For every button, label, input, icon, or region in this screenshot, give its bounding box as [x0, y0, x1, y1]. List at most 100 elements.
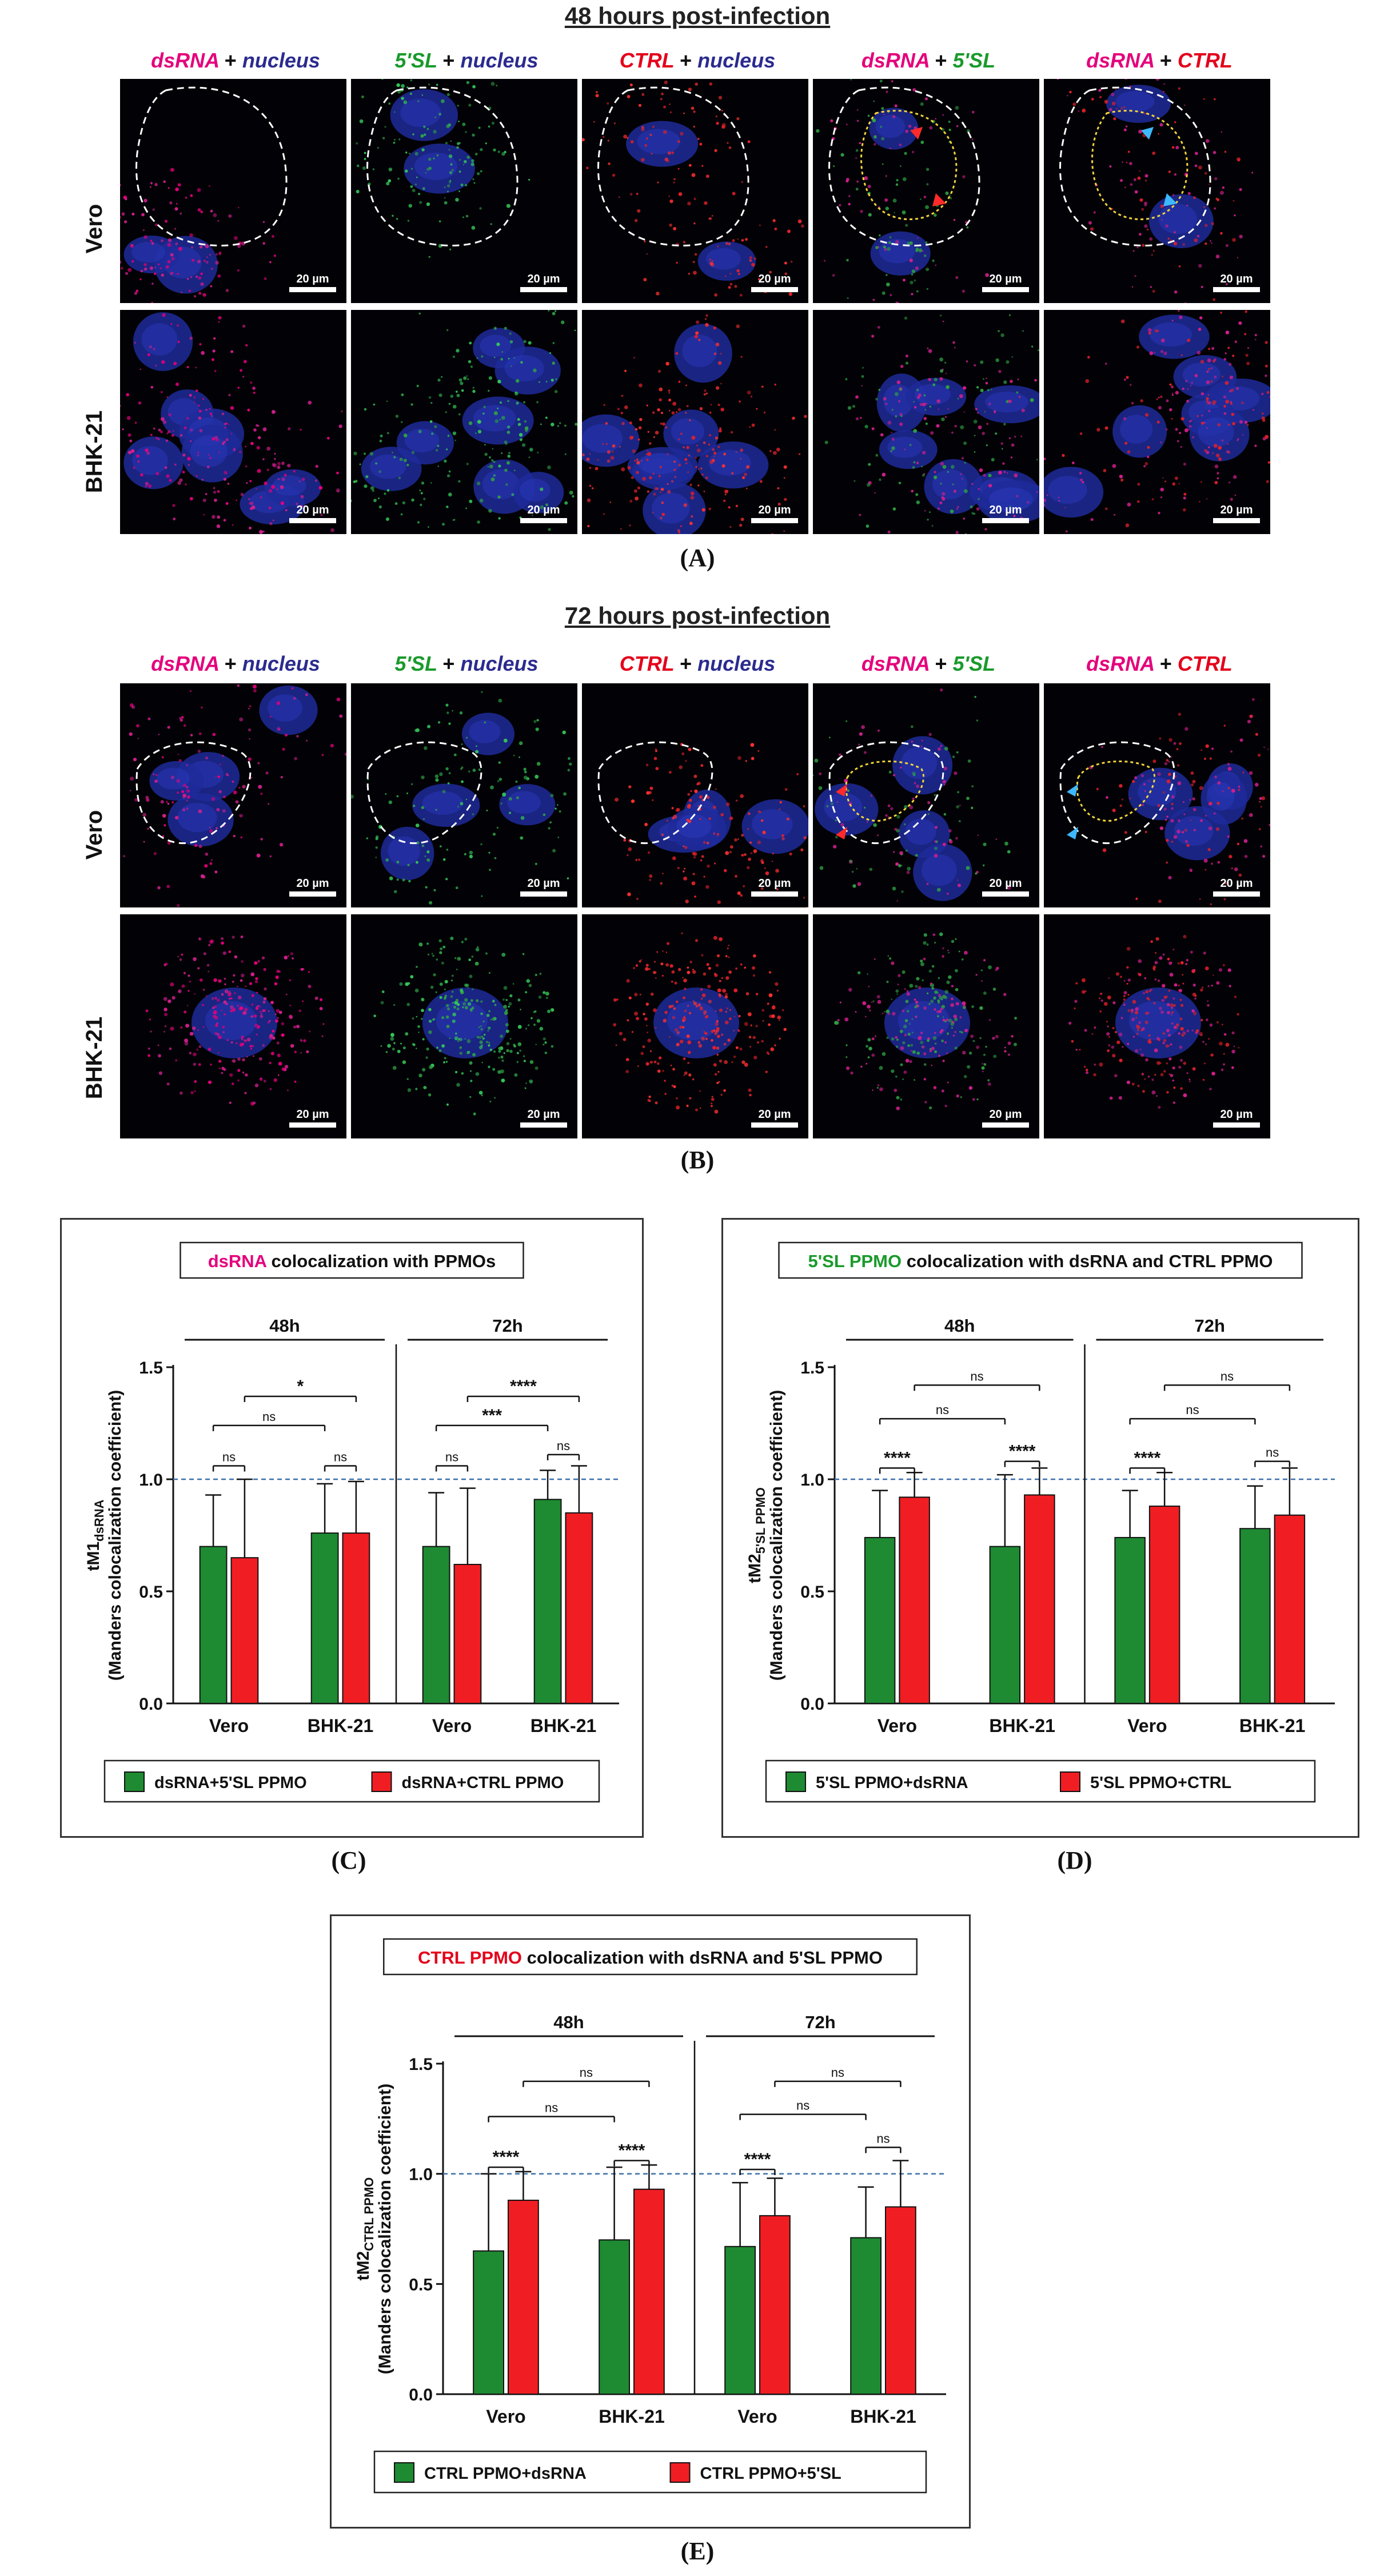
- legend-swatch: [124, 1771, 145, 1792]
- scalebar-label: 20 µm: [989, 877, 1022, 890]
- col-header-3: CTRL + nucleus: [619, 49, 776, 72]
- legend-label: dsRNA+5'SL PPMO: [154, 1774, 307, 1792]
- col-header-1: dsRNA + nucleus: [151, 49, 320, 72]
- scalebar-label: 20 µm: [296, 877, 329, 890]
- y-tick-label: 0.5: [139, 1583, 163, 1602]
- bar: [864, 1536, 896, 1704]
- x-tick-label: Vero: [432, 1715, 472, 1736]
- x-tick-label: BHK-21: [1239, 1715, 1306, 1736]
- panel-b-column-headers: dsRNA + nucleus 5'SL + nucleus CTRL + nu…: [120, 652, 1275, 680]
- group-label: 48h: [269, 1316, 300, 1336]
- significance-label: ns: [1266, 1446, 1279, 1460]
- legend-label: CTRL PPMO+5'SL: [700, 2464, 841, 2483]
- micrograph-tile: 20 µm: [813, 310, 1039, 534]
- chart-title: CTRL PPMO colocalization with dsRNA and …: [418, 1948, 883, 1968]
- significance-label: ****: [744, 2150, 771, 2169]
- y-axis-label: tM2CTRL PPMO: [354, 2177, 376, 2281]
- x-tick-label: BHK-21: [599, 2406, 665, 2427]
- bar: [899, 1496, 930, 1704]
- micrograph-tile: 20 µm: [813, 683, 1039, 907]
- y-tick-label: 1.5: [800, 1359, 824, 1377]
- legend-swatch: [371, 1771, 392, 1792]
- group-label: 72h: [805, 2012, 835, 2032]
- legend-box: [373, 2450, 927, 2494]
- chart-c-frame: dsRNA colocalization with PPMOs 0.0 0.5 1.0…: [60, 1218, 644, 1838]
- significance-label: ns: [796, 2099, 809, 2113]
- significance-label: ns: [1221, 1369, 1234, 1383]
- col-header-b5: dsRNA + CTRL: [1086, 652, 1233, 675]
- y-axis-label: tM1dsRNA: [84, 1499, 106, 1571]
- legend-swatch: [394, 2462, 414, 2483]
- bar: [1239, 1528, 1271, 1704]
- legend-label: CTRL PPMO+dsRNA: [424, 2464, 587, 2483]
- micrograph-tile: 20 µm: [1044, 310, 1270, 534]
- micrograph-tile: 20 µm: [1044, 683, 1270, 907]
- chart-title-box: [180, 1241, 524, 1279]
- significance-label: ****: [493, 2148, 520, 2167]
- bar: [473, 2250, 504, 2395]
- y-tick-label: 1.0: [800, 1471, 824, 1490]
- bar: [453, 1563, 482, 1705]
- micrograph-tile: 20 µm: [120, 310, 346, 534]
- bar: [565, 1512, 593, 1704]
- bar: [1024, 1494, 1055, 1704]
- bar: [1114, 1536, 1146, 1704]
- panel-a-image-grid: 20 µm 20 µm 20 µm 20 µm 20 µm 20 µm 20 µm 20 µm…: [120, 79, 1275, 536]
- bar: [885, 2206, 916, 2395]
- group-label: 48h: [553, 2012, 584, 2032]
- y-tick-label: 1.5: [139, 1359, 163, 1377]
- legend-label: 5'SL PPMO+dsRNA: [816, 1774, 968, 1792]
- significance-label: ns: [831, 2065, 844, 2080]
- chart-d-letter: (D): [1057, 1846, 1092, 1874]
- bar: [533, 1499, 562, 1704]
- bar: [422, 1546, 450, 1704]
- x-tick-label: BHK-21: [989, 1715, 1055, 1736]
- micrograph-tile: 20 µm: [351, 914, 577, 1138]
- significance-label: ns: [936, 1403, 949, 1417]
- col-header-b3: CTRL + nucleus: [619, 652, 776, 675]
- group-label: 48h: [944, 1316, 975, 1336]
- x-tick-label: BHK-21: [850, 2406, 916, 2427]
- chart-c: dsRNA colocalization with PPMOs 0.0 0.5 1.0…: [84, 1241, 619, 1803]
- x-tick-label: BHK-21: [308, 1715, 374, 1736]
- x-tick-label: Vero: [486, 2406, 525, 2427]
- micrograph-tile: 20 µm: [351, 79, 577, 303]
- legend-swatch: [785, 1771, 806, 1792]
- col-header-b4: dsRNA + 5'SL: [861, 652, 996, 675]
- scalebar-label: 20 µm: [758, 273, 791, 285]
- legend-swatch: [1060, 1771, 1080, 1792]
- significance-label: ****: [884, 1448, 911, 1467]
- significance-label: ****: [1134, 1448, 1161, 1467]
- bar: [342, 1532, 370, 1705]
- significance-label: *: [297, 1377, 304, 1396]
- y-tick-label: 1.0: [139, 1471, 163, 1490]
- legend-box: [103, 1759, 600, 1803]
- micrograph-tile: 20 µm: [813, 79, 1039, 303]
- bar: [989, 1546, 1021, 1704]
- bar: [1274, 1514, 1306, 1704]
- significance-label: ***: [482, 1406, 502, 1425]
- chart-d: 5'SL PPMO colocalization with dsRNA and …: [745, 1241, 1335, 1803]
- scalebar-label: 20 µm: [296, 273, 329, 285]
- panel-a-letter: (A): [680, 544, 715, 572]
- y-axis-label-2: (Manders colocalization coefficient): [376, 2084, 394, 2374]
- scalebar-label: 20 µm: [296, 504, 329, 516]
- micrograph-tile: 20 µm: [813, 914, 1039, 1138]
- scalebar-label: 20 µm: [758, 504, 791, 516]
- significance-label: ****: [510, 1377, 537, 1396]
- bar: [633, 2188, 665, 2395]
- col-header-4: dsRNA + 5'SL: [861, 49, 996, 72]
- chart-d-frame: 5'SL PPMO colocalization with dsRNA and …: [721, 1218, 1359, 1838]
- significance-label: ns: [262, 1410, 276, 1424]
- significance-label: ns: [1186, 1403, 1199, 1417]
- chart-title: dsRNA colocalization with PPMOs: [208, 1251, 496, 1271]
- y-tick-label: 0.5: [800, 1583, 824, 1602]
- y-axis-label-2: (Manders colocalization coefficient): [106, 1390, 125, 1681]
- micrograph-tile: 20 µm: [582, 310, 808, 534]
- panel-b-letter: (B): [680, 1146, 715, 1174]
- significance-label: ****: [619, 2141, 645, 2160]
- panel-a-row-label-bhk21: BHK-21: [82, 410, 107, 493]
- scalebar-label: 20 µm: [1220, 877, 1253, 890]
- x-tick-label: Vero: [878, 1715, 917, 1736]
- significance-label: ns: [222, 1450, 236, 1464]
